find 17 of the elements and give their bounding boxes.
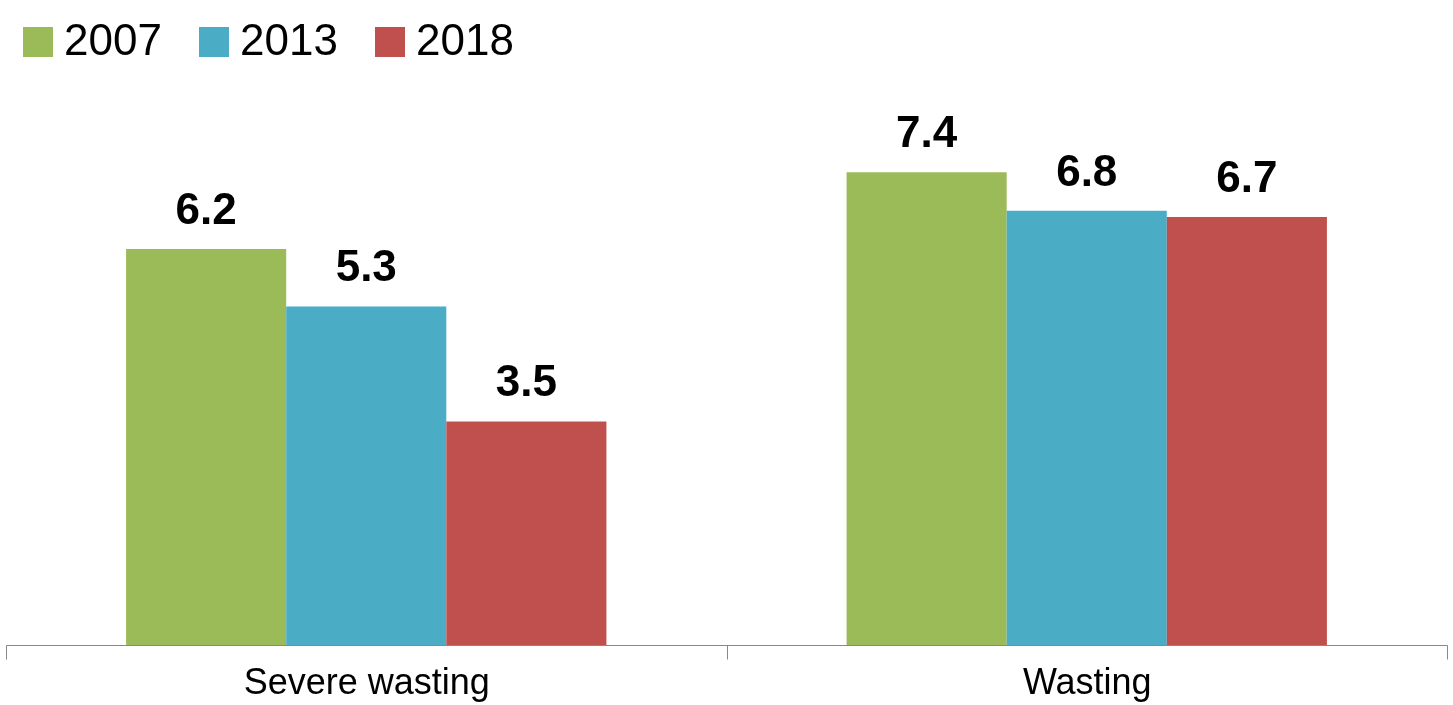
data-label: 6.2 (175, 183, 237, 233)
data-label: 5.3 (335, 241, 397, 291)
x-tick-label: Severe wasting (243, 660, 490, 702)
bar (446, 421, 607, 645)
legend-label: 2007 (64, 15, 162, 64)
x-tick-label: Wasting (1022, 660, 1152, 702)
bar (286, 306, 447, 645)
data-label: 6.7 (1216, 152, 1278, 202)
data-label: 3.5 (495, 356, 557, 406)
data-label: 6.8 (1056, 145, 1118, 195)
legend-label: 2013 (240, 15, 338, 64)
bar (846, 172, 1007, 645)
bar (1166, 217, 1327, 645)
bar (126, 248, 287, 645)
data-label: 7.4 (896, 107, 958, 157)
bar (1006, 210, 1167, 645)
legend-label: 2018 (416, 15, 514, 64)
